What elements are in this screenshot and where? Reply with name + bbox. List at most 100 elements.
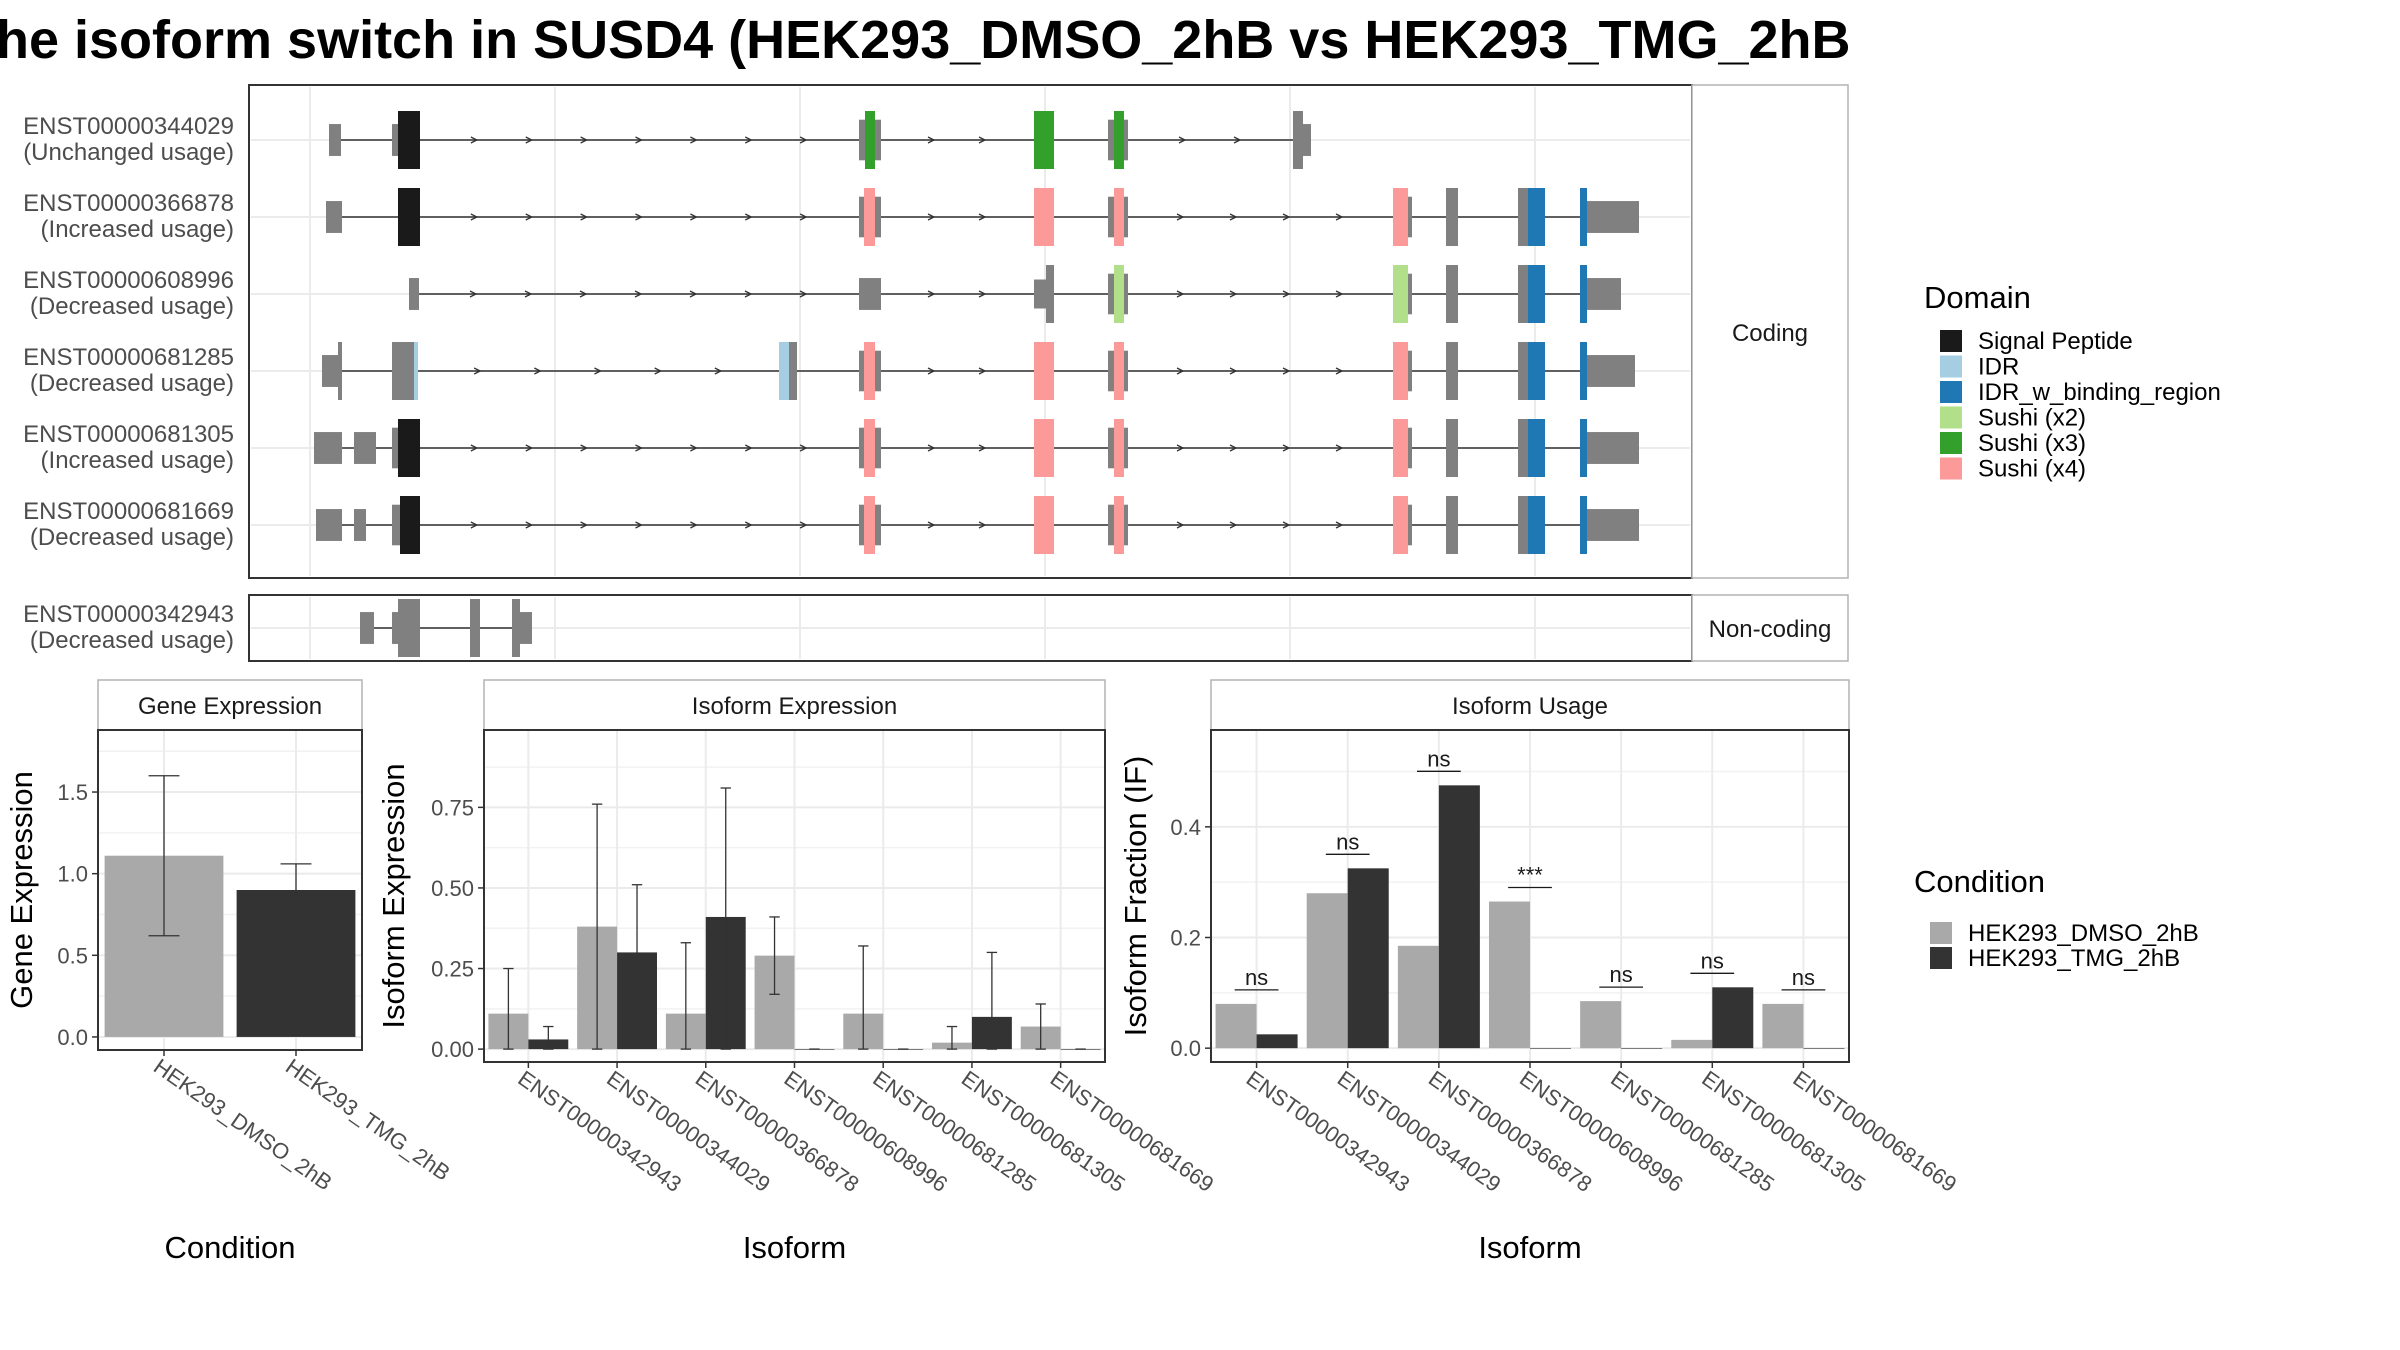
intron-arrow-mark (1282, 367, 1291, 375)
intron-arrow-mark (635, 213, 643, 221)
domain-legend-label: Signal Peptide (1978, 328, 2133, 355)
exon-block (1408, 273, 1412, 315)
intron-arrow-mark (594, 367, 602, 375)
exon-block (470, 599, 480, 657)
exon-block (1034, 342, 1054, 400)
exon-block (864, 496, 875, 554)
exon-block (1124, 427, 1128, 469)
transcript-labels: ENST00000344029(Unchanged usage) ENST0000… (23, 113, 234, 654)
bar (1397, 945, 1439, 1049)
exon-block (1034, 419, 1054, 477)
x-tick-label: ENST00000681285 (1606, 1066, 1779, 1197)
y-tick-label: 0.75 (431, 795, 474, 820)
exon-block (1580, 342, 1587, 400)
bar (1803, 1048, 1845, 1049)
intron-arrow-mark (1282, 521, 1291, 529)
transcript-usage-label: (Unchanged usage) (23, 139, 234, 166)
domain-legend-label: IDR (1978, 354, 2019, 381)
condition-legend-title: Condition (1914, 864, 2045, 899)
intron-arrow-mark (1335, 367, 1344, 375)
intron-arrow-mark (927, 290, 936, 298)
transcript-id-label: ENST00000608996 (23, 267, 234, 294)
intron-arrow-mark (927, 213, 936, 221)
exon-block (398, 188, 420, 246)
intron-arrow-mark (534, 367, 542, 375)
exon-block (1108, 273, 1114, 315)
bar (1530, 1048, 1572, 1049)
condition-legend-label: HEK293_TMG_2hB (1968, 945, 2180, 972)
domain-legend-title: Domain (1924, 280, 2031, 315)
exon-block (1587, 509, 1639, 541)
transcript-tracks (314, 111, 1639, 657)
exon-block (875, 504, 881, 546)
intron-arrow-mark (524, 290, 533, 298)
intron-arrow-mark (799, 444, 808, 452)
intron-arrow-mark (1229, 290, 1238, 298)
intron-arrow-mark (799, 521, 808, 529)
significance-label: ns (1792, 965, 1815, 990)
transcript-usage-label: (Decreased usage) (30, 370, 234, 397)
significance-label: *** (1517, 863, 1543, 888)
bar (1438, 785, 1480, 1049)
intron-arrow-mark (978, 444, 987, 452)
x-axis-title: Isoform (1478, 1230, 1581, 1265)
noncoding-strip-label: Non-coding (1709, 616, 1832, 643)
exon-block (1518, 496, 1528, 554)
y-axis-title: Isoform Fraction (IF) (1118, 756, 1153, 1037)
intron-arrow-mark (654, 367, 663, 375)
intron-arrow-mark (744, 136, 753, 144)
intron-arrow-mark (525, 444, 534, 452)
exon-block (1108, 350, 1114, 392)
intron-arrow-mark (978, 213, 987, 221)
exon-block (1393, 265, 1408, 323)
exon-block (354, 432, 376, 464)
x-tick-label: ENST00000366878 (1424, 1066, 1597, 1197)
exon-block (864, 188, 875, 246)
y-tick-label: 0.2 (1170, 926, 1201, 951)
x-tick-label: ENST00000681669 (1046, 1066, 1219, 1197)
exon-block (1408, 427, 1412, 469)
transcript-usage-label: (Decreased usage) (30, 524, 234, 551)
exon-block (1124, 350, 1128, 392)
domain-legend-swatch (1940, 330, 1962, 352)
intron-arrow-mark (634, 290, 643, 298)
intron-arrow-mark (1335, 290, 1344, 298)
domain-legend-swatch (1940, 406, 1962, 429)
exon-block (1108, 119, 1114, 161)
condition-legend-label: HEK293_DMSO_2hB (1968, 920, 2199, 947)
condition-legend-swatch (1930, 947, 1952, 969)
significance-label: ns (1701, 948, 1724, 973)
panel-strip-title: Isoform Expression (692, 693, 897, 720)
domain-legend-swatch (1940, 355, 1962, 378)
exon-block (392, 504, 400, 546)
exon-block (1393, 342, 1408, 400)
intron-arrow-mark (744, 444, 753, 452)
y-tick-label: 0.50 (431, 876, 474, 901)
intron-arrow-mark (799, 136, 808, 144)
coding-strip (1691, 84, 1849, 579)
transcript-id-label: ENST00000681285 (23, 344, 234, 371)
domain-legend-swatch (1940, 432, 1962, 454)
domain-legend-label: Sushi (x2) (1978, 405, 2086, 432)
exon-block (1528, 419, 1545, 477)
intron-arrow-mark (1229, 213, 1238, 221)
exon-block (1528, 188, 1545, 246)
exon-block (1034, 188, 1054, 246)
domain-legend-label: Sushi (x4) (1978, 456, 2086, 483)
exon-block (1518, 188, 1528, 246)
intron-arrow-mark (1176, 444, 1185, 452)
exon-block (326, 201, 342, 233)
transcript-usage-label: (Decreased usage) (30, 293, 234, 320)
exon-block (1114, 111, 1124, 169)
bar (1580, 1001, 1622, 1049)
exon-block (1108, 196, 1114, 238)
significance-label: ns (1427, 746, 1450, 771)
exon-block (512, 599, 520, 657)
intron-arrow-mark (1282, 213, 1291, 221)
exon-block (322, 355, 338, 387)
exon-block (1034, 496, 1054, 554)
y-tick-label: 0.25 (431, 957, 474, 982)
figure-title: he isoform switch in SUSD4 (HEK293_DMSO_… (0, 10, 1851, 70)
intron-arrow-mark (635, 444, 643, 452)
panel-strip-title: Gene Expression (138, 693, 322, 720)
